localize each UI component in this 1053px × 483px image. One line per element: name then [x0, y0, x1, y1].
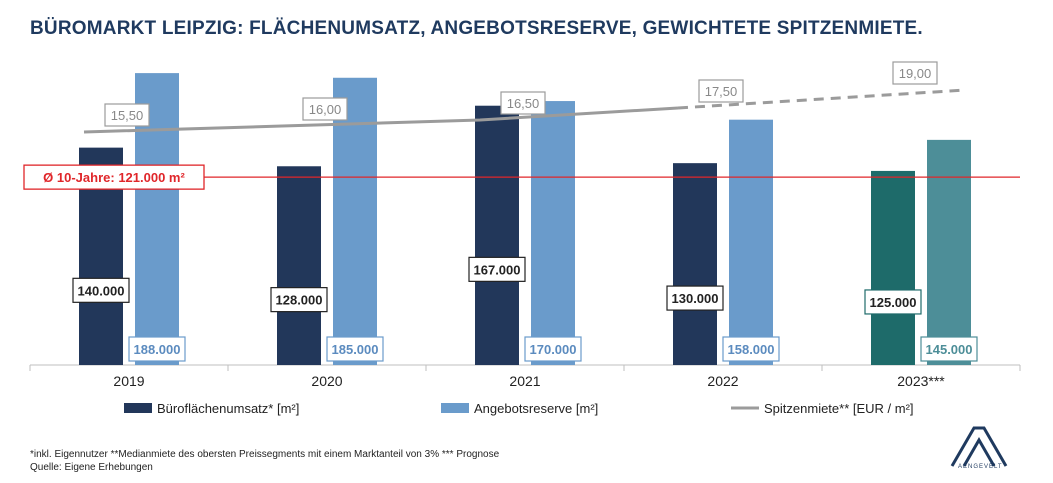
footnote-1: *inkl. Eigennutzer **Medianmiete des obe…: [30, 449, 500, 460]
rent-label: 16,50: [507, 96, 540, 111]
data-label-reserve: 170.000: [530, 342, 577, 357]
data-label-reserve: 185.000: [332, 342, 379, 357]
data-label-umsatz: 125.000: [870, 295, 917, 310]
data-label-reserve: 158.000: [728, 342, 775, 357]
rent-label-box: [698, 79, 744, 103]
rent-label-box: [892, 61, 938, 85]
label-box-reserve: [722, 336, 780, 362]
x-tick-label: 2021: [509, 373, 540, 389]
bar-umsatz-2021: [475, 105, 519, 366]
label-box-umsatz: [666, 285, 724, 311]
aengevelt-logo: [950, 426, 1008, 467]
chart-title: BÜROMARKT LEIPZIG: FLÄCHENUMSATZ, ANGEBO…: [30, 18, 923, 39]
chart: 2019 2020 2021 2022 2023*** Ø 10-Jahre: 121.0…: [23, 61, 1021, 416]
legend-swatch-reserve: [441, 403, 469, 413]
x-tick-label: 2022: [707, 373, 738, 389]
bar-reserve-2023: [927, 139, 971, 365]
reference-label-box: [23, 164, 205, 190]
x-tick-label: 2023***: [897, 373, 945, 389]
legend-swatch-umsatz: [124, 403, 152, 413]
rent-line-series: [83, 106, 679, 134]
rent-label: 16,00: [309, 102, 342, 117]
bar-umsatz-2020: [277, 166, 321, 365]
reference-label: Ø 10-Jahre: 121.000 m²: [43, 170, 185, 185]
label-box-reserve: [128, 336, 186, 362]
bar-umsatz-2022: [673, 163, 717, 365]
rent-line-forecast: [677, 88, 967, 110]
label-box-reserve: [524, 336, 582, 362]
footnote-source: Quelle: Eigene Erhebungen: [30, 462, 153, 473]
label-box-umsatz: [468, 256, 526, 282]
bar-umsatz-2023: [871, 170, 915, 365]
data-label-umsatz: 128.000: [276, 293, 323, 308]
rent-label-box: [104, 103, 150, 127]
logo-text: AENGEVELT: [958, 464, 1003, 470]
bar-reserve-2020: [333, 77, 377, 366]
data-label-umsatz: 140.000: [78, 283, 125, 298]
bar-reserve-2021: [531, 101, 575, 365]
label-box-umsatz: [72, 277, 130, 303]
x-tick-label: 2019: [113, 373, 144, 389]
data-label-umsatz: 167.000: [474, 262, 521, 277]
label-box-umsatz: [270, 287, 328, 313]
label-box-reserve: [920, 336, 978, 362]
bar-reserve-2022: [729, 119, 773, 366]
rent-label-box: [500, 91, 546, 115]
rent-label: 19,00: [899, 66, 932, 81]
x-tick-label: 2020: [311, 373, 342, 389]
legend-label-umsatz: Büroflächenumsatz* [m²]: [157, 401, 299, 416]
data-label-reserve: 145.000: [926, 342, 973, 357]
rent-label-box: [302, 97, 348, 121]
legend-label-reserve: Angebotsreserve [m²]: [474, 401, 598, 416]
legend-label-rent: Spitzenmiete** [EUR / m²]: [764, 401, 914, 416]
data-label-reserve: 188.000: [134, 342, 181, 357]
label-box-reserve: [326, 336, 384, 362]
label-box-umsatz: [864, 289, 922, 315]
rent-label: 15,50: [111, 108, 144, 123]
data-label-umsatz: 130.000: [672, 291, 719, 306]
rent-label: 17,50: [705, 84, 738, 99]
